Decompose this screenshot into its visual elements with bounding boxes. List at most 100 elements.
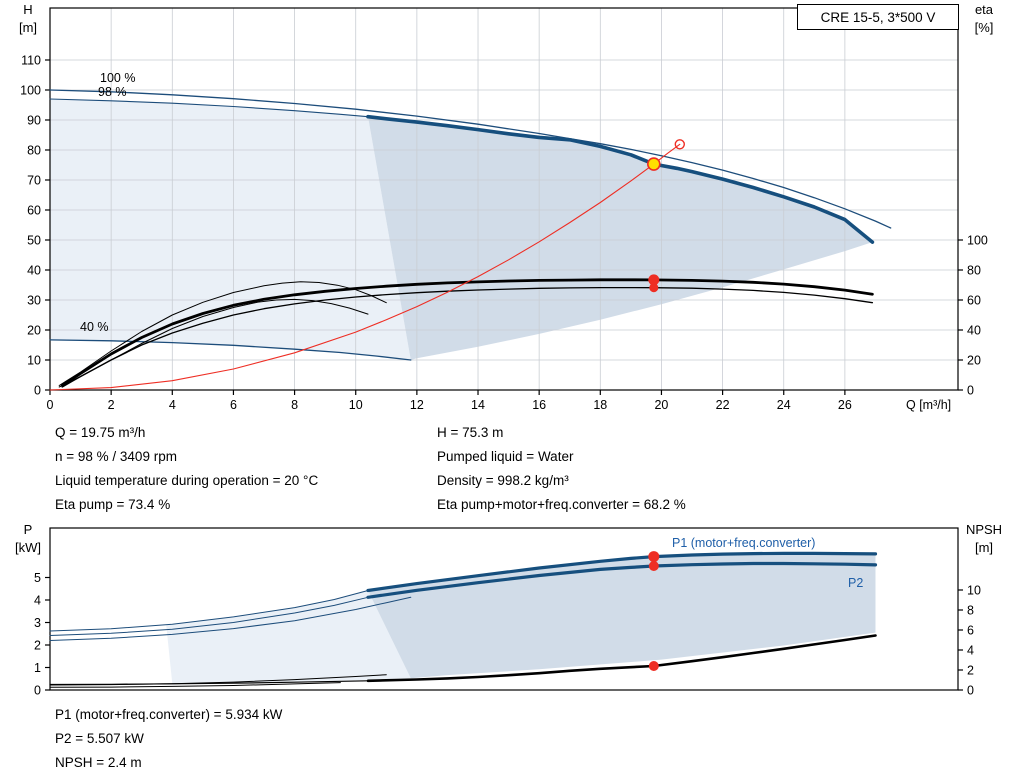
info-line-eta-pump: Eta pump = 73.4 % (55, 497, 171, 512)
tick-label-x: 6 (230, 398, 237, 412)
p1-speed-curve-a (49, 590, 369, 632)
operating-envelope-left (50, 99, 411, 360)
tick-label-y2: 40 (967, 324, 981, 338)
tick-label-x: 20 (654, 398, 668, 412)
tick-label-x: 22 (716, 398, 730, 412)
grid (50, 8, 958, 390)
info-line-flow: Q = 19.75 m³/h (55, 425, 146, 440)
power-info: P1 (motor+freq.converter) = 5.934 kW P2 … (55, 703, 282, 775)
tick-label-y2: 80 (967, 264, 981, 278)
tick-label-y2: 0 (967, 684, 974, 698)
curve-label: 40 % (80, 320, 109, 334)
eta-speed-curve-b (58, 298, 369, 388)
y-axis-title: H (23, 2, 32, 17)
power-npsh-chart: 0 1 2 3 4 5 0 2 4 6 8 10 P [kW] NPSH [m] P1 (motor+freq.… (15, 522, 1002, 698)
marker-dot (648, 551, 660, 563)
info-line-temperature: Liquid temperature during operation = 20… (55, 473, 319, 488)
tick-label-y2: 8 (967, 604, 974, 618)
tick-label-y2: 4 (967, 644, 974, 658)
p2-speed-curve-b (49, 682, 341, 688)
y2-axis-title: NPSH (966, 522, 1002, 537)
curve-label: P2 (848, 576, 863, 590)
npsh-curve-left (49, 680, 369, 686)
marker-dot (649, 283, 659, 293)
plot-border (49, 7, 959, 391)
tick-label-y: 90 (27, 113, 41, 127)
info-line-liquid: Pumped liquid = Water (437, 449, 574, 464)
tick-label-y: 5 (34, 571, 41, 585)
head-curve-40pct (49, 339, 412, 361)
tick-label-y: 40 (27, 263, 41, 277)
info-line-npsh: NPSH = 2.4 m (55, 755, 142, 770)
system-curve (49, 143, 681, 391)
tick-label-y: 110 (21, 53, 41, 67)
tick-label-y: 70 (27, 173, 41, 187)
tick-label-y: 50 (27, 233, 41, 247)
operating-envelope-right (368, 116, 873, 360)
marker-ring (674, 139, 685, 150)
tick-label-y: 60 (27, 203, 41, 217)
tick-label-y2: 20 (967, 354, 981, 368)
tick-label-y2: 6 (967, 624, 974, 638)
power-envelope-left (166, 590, 411, 684)
tick-label-x: 10 (349, 398, 363, 412)
tick-label-x: 18 (593, 398, 607, 412)
power-envelope-right (368, 553, 876, 679)
marker-dot (648, 561, 659, 572)
tick-label-y: 2 (34, 639, 41, 653)
curve-label: P1 (motor+freq.converter) (672, 536, 815, 550)
info-line-head: H = 75.3 m (437, 425, 504, 440)
y2-axis-unit: [%] (975, 20, 994, 35)
tick-label-x: 4 (169, 398, 176, 412)
tick-label-y2: 10 (967, 584, 981, 598)
pump-model-label: CRE 15-5, 3*500 V (820, 9, 936, 25)
tick-label-y: 100 (20, 83, 41, 97)
tick-label-x: 14 (471, 398, 485, 412)
y-axis-unit: [kW] (15, 540, 41, 555)
eta-speed-curve-a (58, 281, 387, 386)
p1-speed-curve-c (49, 596, 412, 641)
tick-label-x: 12 (410, 398, 424, 412)
tick-label-y: 10 (27, 353, 41, 367)
tick-label-y2: 60 (967, 294, 981, 308)
info-line-p1: P1 (motor+freq.converter) = 5.934 kW (55, 707, 283, 722)
y-axis-unit: [m] (19, 20, 37, 35)
tick-label-y: 80 (27, 143, 41, 157)
tick-label-x: 2 (108, 398, 115, 412)
axis-ticks: 0 1 2 3 4 5 0 2 4 6 8 10 (34, 571, 981, 698)
info-line-speed: n = 98 % / 3409 rpm (55, 449, 177, 464)
marker-dot (648, 661, 659, 671)
tick-label-y2: 0 (967, 384, 974, 398)
y2-axis-unit: [m] (975, 540, 993, 555)
tick-label-y: 30 (27, 293, 41, 307)
p1-curve (366, 551, 878, 593)
curve-label: 100 % (100, 71, 135, 85)
head-curve-100pct (49, 89, 892, 229)
tick-label-y: 3 (34, 616, 41, 630)
p1-speed-curve-b (49, 596, 369, 636)
info-line-density: Density = 998.2 kg/m³ (437, 473, 569, 488)
pump-model-box: CRE 15-5, 3*500 V (797, 4, 959, 30)
y-axis-title: P (24, 522, 33, 537)
head-curve-98pct-left (49, 98, 369, 118)
tick-label-x: 26 (838, 398, 852, 412)
tick-label-y: 0 (34, 384, 41, 398)
head-curve-98pct-main (366, 114, 875, 244)
marker-dot (648, 274, 660, 286)
tick-label-y: 20 (27, 323, 41, 337)
tick-label-y2: 2 (967, 664, 974, 678)
tick-label-y: 1 (34, 661, 41, 675)
x-axis-title: Q [m³/h] (906, 398, 951, 412)
plot-border (49, 527, 959, 691)
tick-label-x: 8 (291, 398, 298, 412)
duty-info-right: H = 75.3 m Pumped liquid = Water Density… (437, 421, 686, 517)
p2-curve (366, 561, 878, 599)
tick-label-y: 0 (34, 684, 41, 698)
curve-label: 98 % (98, 85, 127, 99)
tick-label-x: 24 (777, 398, 791, 412)
tick-label-y: 4 (34, 594, 41, 608)
